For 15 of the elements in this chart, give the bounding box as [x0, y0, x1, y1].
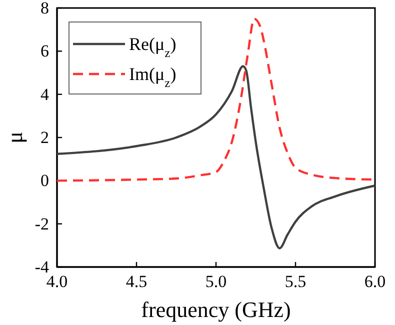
x-tick-label: 5.0 [205, 272, 227, 292]
y-tick-label: 0 [40, 171, 49, 190]
x-tick-label: 6.0 [364, 272, 386, 292]
y-tick-label: 4 [40, 84, 50, 104]
legend-label: Im(μ$_{z}$) [129, 64, 176, 90]
y-tick-label: 2 [40, 128, 49, 147]
y-tick-label: -2 [34, 214, 49, 234]
x-axis-title: frequency (GHz) [141, 297, 291, 322]
y-tick-label: 8 [40, 0, 49, 18]
y-axis-title: μ [2, 132, 27, 144]
legend-label: Re(μ$_{z}$) [129, 34, 176, 60]
x-tick-label: 4.5 [126, 272, 148, 292]
line-series [56, 65, 376, 250]
x-tick-label: 5.5 [284, 272, 306, 292]
y-tick-label: 6 [40, 42, 49, 61]
